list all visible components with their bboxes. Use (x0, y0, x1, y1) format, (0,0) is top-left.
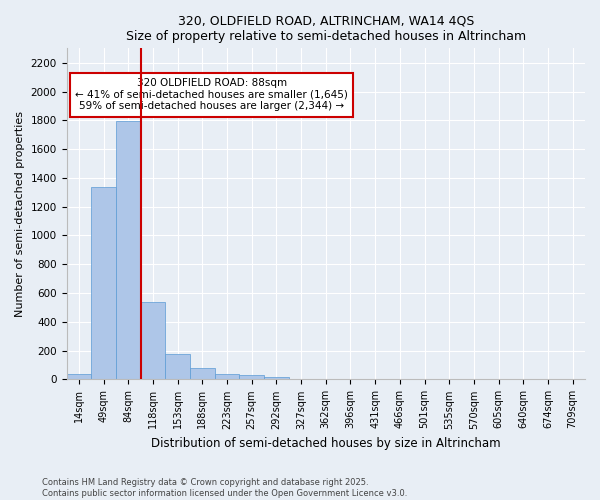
Bar (67, 374, 91, 380)
Bar (239, 375, 264, 380)
Text: 320 OLDFIELD ROAD: 88sqm
← 41% of semi-detached houses are smaller (1,645)
59% o: 320 OLDFIELD ROAD: 88sqm ← 41% of semi-d… (75, 78, 348, 112)
Bar (264, 376, 289, 380)
Bar (140, 302, 165, 380)
Bar (116, 121, 140, 380)
Bar (215, 374, 239, 380)
Bar (91, 186, 116, 380)
X-axis label: Distribution of semi-detached houses by size in Altrincham: Distribution of semi-detached houses by … (151, 437, 500, 450)
Bar (190, 368, 215, 380)
Text: Contains HM Land Registry data © Crown copyright and database right 2025.
Contai: Contains HM Land Registry data © Crown c… (42, 478, 407, 498)
Y-axis label: Number of semi-detached properties: Number of semi-detached properties (15, 111, 25, 317)
Title: 320, OLDFIELD ROAD, ALTRINCHAM, WA14 4QS
Size of property relative to semi-detac: 320, OLDFIELD ROAD, ALTRINCHAM, WA14 4QS… (126, 15, 526, 43)
Bar (165, 354, 190, 380)
